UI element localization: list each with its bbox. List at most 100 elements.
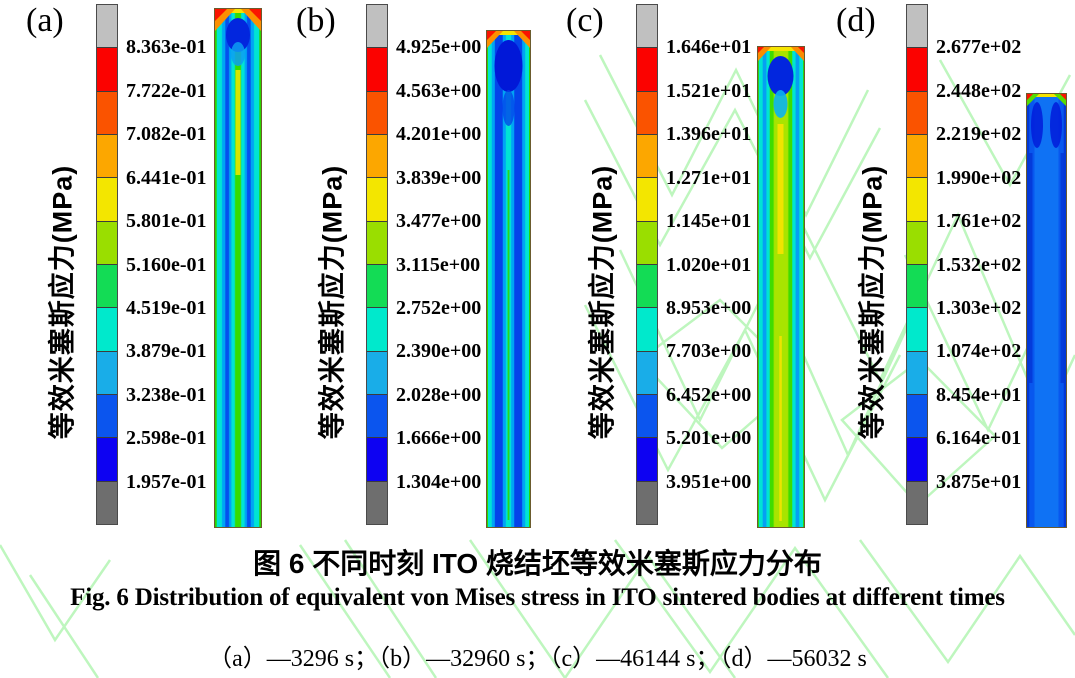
colorbar-tick-label: 2.390e+00	[396, 340, 482, 363]
panel-d-colorbar	[906, 4, 928, 525]
colorbar-segment	[637, 133, 657, 178]
colorbar-segment	[97, 437, 117, 481]
colorbar-tick-label: 1.271e+01	[666, 166, 752, 189]
colorbar-segment	[367, 90, 387, 134]
colorbar-segment	[97, 480, 117, 524]
colorbar-segment	[637, 437, 657, 481]
colorbar-segment	[907, 350, 927, 394]
colorbar-segment	[367, 350, 387, 394]
colorbar-segment	[907, 47, 927, 91]
colorbar-tick-label: 2.598e-01	[126, 427, 207, 450]
colorbar-tick-label: 4.519e-01	[126, 296, 207, 319]
panel-b-colorbar	[366, 4, 388, 525]
colorbar-segment	[637, 480, 657, 524]
panel-c: (c) 等效米塞斯应力(MPa) 1.646e+01 1.521e+01 1.396…	[540, 0, 808, 540]
colorbar-tick-label: 1.145e+01	[666, 210, 752, 233]
colorbar-segment	[97, 220, 117, 264]
colorbar-tick-label: 3.115e+00	[396, 253, 481, 276]
colorbar-segment	[367, 437, 387, 481]
panel-b-tick-labels: 4.925e+00 4.563e+00 4.201e+00 3.839e+00 3.47…	[396, 4, 492, 525]
colorbar-segment	[637, 90, 657, 134]
colorbar-tick-label: 6.441e-01	[126, 166, 207, 189]
colorbar-tick-label: 1.396e+01	[666, 123, 752, 146]
colorbar-tick-label: 3.879e-01	[126, 340, 207, 363]
colorbar-segment	[637, 220, 657, 264]
panel-b-stress-contour-strip	[486, 30, 531, 528]
colorbar-segment	[637, 47, 657, 91]
panel-a-axis-label: 等效米塞斯应力(MPa)	[47, 164, 78, 440]
colorbar-tick-label: 4.563e+00	[396, 79, 482, 102]
panel-d-stress-contour-strip	[1026, 93, 1067, 528]
colorbar-segment	[367, 5, 387, 48]
colorbar-segment	[907, 480, 927, 524]
colorbar-tick-label: 5.801e-01	[126, 210, 207, 233]
colorbar-tick-label: 1.074e+02	[936, 340, 1022, 363]
colorbar-segment	[97, 307, 117, 351]
colorbar-segment	[97, 393, 117, 438]
colorbar-segment	[367, 220, 387, 264]
caption-subfigure-times: （a）—3296 s；（b）—32960 s；（c）—46144 s；（d）—5…	[208, 646, 867, 672]
caption-english: Fig. 6 Distribution of equivalent von Mi…	[70, 584, 1005, 611]
colorbar-segment	[907, 393, 927, 438]
colorbar-tick-label: 6.452e+00	[666, 383, 752, 406]
colorbar-segment	[907, 220, 927, 264]
panel-d-tick-labels: 2.677e+02 2.448e+02 2.219e+02 1.990e+02 1.76…	[936, 4, 1032, 525]
colorbar-tick-label: 2.448e+02	[936, 79, 1022, 102]
colorbar-segment	[97, 47, 117, 91]
panel-c-tick-labels: 1.646e+01 1.521e+01 1.396e+01 1.271e+01 1.14…	[666, 4, 762, 525]
panel-c-axis-label: 等效米塞斯应力(MPa)	[587, 164, 618, 440]
panel-d-letter: (d)	[836, 2, 876, 39]
colorbar-segment	[907, 5, 927, 48]
colorbar-segment	[907, 177, 927, 221]
colorbar-tick-label: 1.646e+01	[666, 36, 752, 59]
colorbar-tick-label: 8.953e+00	[666, 296, 752, 319]
colorbar-segment	[97, 350, 117, 394]
colorbar-tick-label: 7.703e+00	[666, 340, 752, 363]
colorbar-segment	[97, 263, 117, 308]
colorbar-tick-label: 7.722e-01	[126, 79, 207, 102]
colorbar-tick-label: 2.677e+02	[936, 36, 1022, 59]
panel-c-colorbar	[636, 4, 658, 525]
panel-d-axis-label: 等效米塞斯应力(MPa)	[857, 164, 888, 440]
colorbar-segment	[907, 307, 927, 351]
colorbar-tick-label: 2.028e+00	[396, 383, 482, 406]
colorbar-segment	[367, 393, 387, 438]
colorbar-tick-label: 1.303e+02	[936, 296, 1022, 319]
colorbar-tick-label: 2.219e+02	[936, 123, 1022, 146]
colorbar-segment	[637, 350, 657, 394]
colorbar-tick-label: 1.304e+00	[396, 470, 482, 493]
colorbar-segment	[97, 177, 117, 221]
panel-c-stress-contour-strip	[757, 46, 805, 528]
colorbar-tick-label: 5.160e-01	[126, 253, 207, 276]
colorbar-tick-label: 2.752e+00	[396, 296, 482, 319]
panel-a-letter: (a)	[26, 2, 64, 39]
colorbar-tick-label: 3.238e-01	[126, 383, 207, 406]
colorbar-tick-label: 1.532e+02	[936, 253, 1022, 276]
colorbar-tick-label: 1.521e+01	[666, 79, 752, 102]
panel-b: (b) 等效米塞斯应力(MPa) 4.925e+00 4.563e+00 4.201…	[270, 0, 538, 540]
colorbar-segment	[367, 47, 387, 91]
colorbar-segment	[97, 133, 117, 178]
colorbar-segment	[367, 133, 387, 178]
colorbar-tick-label: 6.164e+01	[936, 427, 1022, 450]
panel-a-stress-contour-strip	[214, 8, 262, 528]
colorbar-segment	[637, 5, 657, 48]
panel-c-letter: (c)	[566, 2, 604, 39]
colorbar-tick-label: 1.666e+00	[396, 427, 482, 450]
colorbar-tick-label: 5.201e+00	[666, 427, 752, 450]
colorbar-tick-label: 1.761e+02	[936, 210, 1022, 233]
colorbar-segment	[637, 177, 657, 221]
colorbar-tick-label: 7.082e-01	[126, 123, 207, 146]
colorbar-tick-label: 3.875e+01	[936, 470, 1022, 493]
colorbar-tick-label: 3.477e+00	[396, 210, 482, 233]
colorbar-tick-label: 4.925e+00	[396, 36, 482, 59]
colorbar-segment	[907, 263, 927, 308]
colorbar-tick-label: 3.951e+00	[666, 470, 752, 493]
colorbar-tick-label: 1.020e+01	[666, 253, 752, 276]
colorbar-segment	[97, 90, 117, 134]
colorbar-tick-label: 8.454e+01	[936, 383, 1022, 406]
colorbar-segment	[367, 480, 387, 524]
